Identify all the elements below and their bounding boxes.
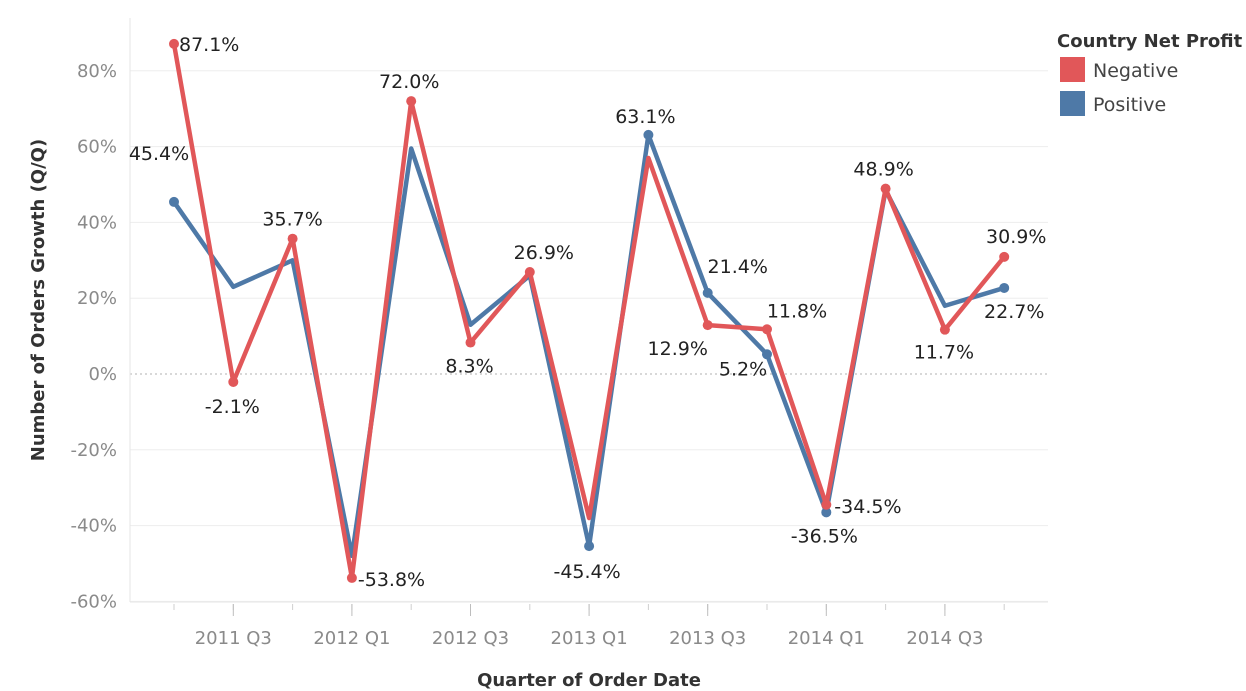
y-tick-label: 20%	[77, 288, 117, 309]
series-line-negative	[171, 41, 1007, 581]
y-tick-label: -20%	[70, 440, 117, 461]
legend-swatch-negative[interactable]	[1060, 57, 1085, 82]
y-tick-label: 40%	[77, 212, 117, 233]
data-point-positive	[999, 282, 1010, 293]
data-label-positive: 5.2%	[719, 358, 767, 380]
data-point-negative	[762, 324, 772, 335]
y-tick-label: 0%	[88, 364, 117, 385]
data-label-negative: 30.9%	[986, 226, 1046, 248]
data-point-negative	[406, 96, 417, 107]
data-point-positive	[702, 287, 713, 298]
data-label-negative: -53.8%	[358, 569, 425, 591]
data-point-negative	[524, 267, 535, 278]
data-point-negative	[465, 337, 476, 348]
legend-label-positive[interactable]: Positive	[1093, 94, 1166, 116]
data-point-negative	[287, 233, 298, 244]
data-label-positive: 22.7%	[984, 301, 1044, 323]
x-tick-label: 2011 Q3	[195, 628, 272, 649]
data-point-negative	[880, 183, 891, 194]
data-point-positive	[821, 507, 832, 518]
x-axis-title: Quarter of Order Date	[477, 670, 701, 691]
data-point-negative	[939, 324, 950, 335]
data-point-negative	[346, 572, 357, 583]
x-tick-label: 2014 Q3	[906, 628, 983, 649]
data-point-positive	[643, 129, 654, 140]
data-point-positive	[762, 349, 772, 360]
data-point-negative	[169, 38, 179, 49]
data-label-negative: 87.1%	[179, 34, 239, 56]
x-tick-label: 2013 Q3	[669, 628, 746, 649]
data-point-negative	[228, 376, 239, 387]
data-label-positive: -45.4%	[553, 561, 620, 583]
data-point-positive	[584, 541, 595, 552]
data-label-negative: 11.8%	[767, 300, 827, 322]
x-tick-label: 2012 Q3	[432, 628, 509, 649]
gridlines	[130, 70, 1048, 602]
data-label-positive: 45.4%	[129, 143, 189, 165]
x-tick-label: 2012 Q1	[313, 628, 390, 649]
data-label-negative: 8.3%	[445, 356, 493, 378]
data-point-negative	[702, 320, 713, 331]
data-label-positive: 21.4%	[708, 256, 768, 278]
data-label-negative: 35.7%	[262, 209, 322, 231]
legend-label-negative[interactable]: Negative	[1093, 60, 1178, 82]
data-label-negative: 48.9%	[853, 159, 913, 181]
y-tick-label: -40%	[70, 516, 117, 537]
data-label-negative: -2.1%	[205, 396, 260, 418]
data-point-negative	[821, 499, 832, 510]
data-point-negative	[999, 251, 1010, 262]
y-tick-label: -60%	[70, 591, 117, 612]
data-label-negative: 12.9%	[648, 338, 708, 360]
x-tick-label: 2013 Q1	[551, 628, 628, 649]
y-axis-title: Number of Orders Growth (Q/Q)	[28, 139, 49, 461]
data-labels: 45.4% -45.4% 63.1% 21.4% 5.2% -36.5% 22.7% 87.1…	[129, 34, 1047, 591]
series-lines	[169, 38, 1010, 583]
x-tick-label: 2014 Q1	[788, 628, 865, 649]
axes: -60% -40% -20% 0% 20% 40% 60% 80% 2011 Q3 2012 Q1…	[70, 18, 1048, 649]
data-label-negative: -34.5%	[834, 496, 901, 518]
legend-title: Country Net Profit	[1057, 31, 1243, 52]
data-label-negative: 72.0%	[379, 71, 439, 93]
data-label-negative: 26.9%	[514, 242, 574, 264]
legend-swatch-positive[interactable]	[1060, 91, 1085, 116]
y-tick-label: 80%	[77, 61, 117, 82]
data-label-positive: 63.1%	[615, 106, 675, 128]
series-line-positive	[171, 132, 1007, 559]
y-tick-label: 60%	[77, 137, 117, 158]
data-label-negative: 11.7%	[914, 342, 974, 364]
legend: Country Net Profit Negative Positive	[1057, 31, 1243, 116]
data-point-positive	[169, 196, 179, 207]
data-label-positive: -36.5%	[791, 525, 858, 547]
